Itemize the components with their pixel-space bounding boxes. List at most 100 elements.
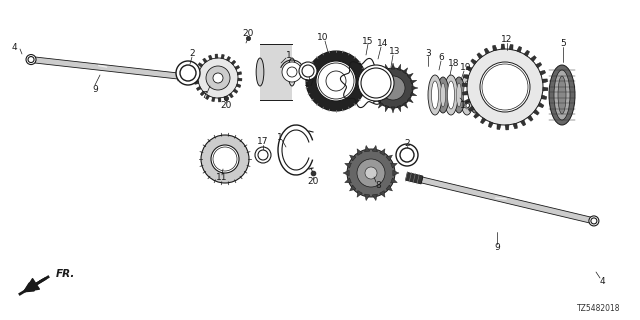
Circle shape — [316, 61, 356, 101]
Polygon shape — [505, 125, 509, 130]
Circle shape — [198, 58, 238, 98]
Polygon shape — [378, 68, 383, 74]
Polygon shape — [385, 64, 389, 71]
Ellipse shape — [479, 81, 486, 109]
Text: 17: 17 — [304, 78, 316, 87]
Polygon shape — [349, 185, 356, 191]
Polygon shape — [462, 83, 467, 87]
Text: 11: 11 — [216, 173, 228, 182]
Polygon shape — [484, 48, 490, 54]
Polygon shape — [238, 78, 242, 81]
Polygon shape — [369, 92, 376, 96]
Circle shape — [318, 63, 354, 99]
Circle shape — [373, 68, 413, 108]
Circle shape — [361, 68, 391, 98]
Text: 4: 4 — [11, 43, 17, 52]
Circle shape — [302, 65, 314, 77]
Text: 1: 1 — [277, 133, 283, 142]
Circle shape — [206, 66, 230, 90]
Polygon shape — [223, 96, 228, 101]
Polygon shape — [372, 145, 378, 152]
Ellipse shape — [440, 83, 445, 107]
Text: 15: 15 — [362, 36, 374, 45]
Text: 14: 14 — [378, 39, 388, 49]
Polygon shape — [380, 149, 385, 156]
Polygon shape — [536, 62, 542, 68]
Polygon shape — [237, 72, 242, 75]
Circle shape — [589, 216, 599, 226]
Polygon shape — [524, 50, 529, 56]
Polygon shape — [215, 54, 218, 58]
Text: 2: 2 — [189, 50, 195, 59]
Circle shape — [26, 54, 36, 65]
Polygon shape — [195, 81, 199, 84]
Polygon shape — [501, 44, 505, 49]
Polygon shape — [538, 102, 544, 108]
Polygon shape — [365, 194, 370, 201]
Polygon shape — [466, 66, 472, 72]
Polygon shape — [195, 68, 200, 72]
Ellipse shape — [256, 58, 264, 86]
Polygon shape — [372, 194, 378, 201]
Circle shape — [396, 144, 418, 166]
Text: 7: 7 — [201, 91, 207, 100]
Text: 2: 2 — [404, 139, 410, 148]
Text: 16: 16 — [460, 100, 472, 109]
Polygon shape — [533, 109, 540, 115]
Ellipse shape — [463, 81, 470, 109]
Ellipse shape — [453, 77, 465, 113]
Polygon shape — [407, 73, 413, 78]
Polygon shape — [365, 145, 370, 152]
Ellipse shape — [488, 83, 493, 107]
Ellipse shape — [558, 76, 566, 114]
Circle shape — [201, 135, 249, 183]
Circle shape — [282, 62, 302, 82]
Polygon shape — [198, 63, 203, 67]
Polygon shape — [393, 170, 399, 176]
Polygon shape — [542, 79, 548, 83]
Ellipse shape — [472, 83, 477, 107]
Polygon shape — [397, 105, 401, 112]
Text: 6: 6 — [438, 53, 444, 62]
Circle shape — [347, 149, 395, 197]
Circle shape — [210, 70, 226, 86]
Text: 8: 8 — [375, 180, 381, 189]
Polygon shape — [385, 105, 389, 112]
Circle shape — [326, 71, 346, 91]
Ellipse shape — [485, 77, 497, 113]
Polygon shape — [474, 112, 479, 118]
Text: 10: 10 — [317, 34, 329, 43]
Circle shape — [299, 62, 317, 80]
Circle shape — [400, 148, 414, 162]
Polygon shape — [345, 163, 351, 168]
Polygon shape — [200, 91, 205, 96]
Circle shape — [28, 57, 34, 62]
Polygon shape — [194, 75, 198, 78]
Polygon shape — [412, 86, 418, 90]
Polygon shape — [468, 106, 474, 112]
Polygon shape — [349, 155, 356, 161]
Polygon shape — [410, 80, 417, 84]
Text: 5: 5 — [560, 39, 566, 49]
Ellipse shape — [431, 81, 438, 109]
Circle shape — [287, 67, 297, 77]
Polygon shape — [406, 172, 423, 184]
Polygon shape — [236, 84, 241, 88]
Ellipse shape — [476, 75, 490, 115]
Circle shape — [591, 218, 597, 224]
Polygon shape — [209, 55, 212, 60]
Ellipse shape — [469, 77, 481, 113]
Polygon shape — [390, 178, 397, 183]
Polygon shape — [196, 86, 201, 91]
Polygon shape — [541, 95, 547, 100]
Circle shape — [211, 145, 239, 173]
Ellipse shape — [456, 83, 461, 107]
Polygon shape — [463, 75, 469, 79]
Polygon shape — [227, 56, 230, 61]
Circle shape — [213, 147, 237, 171]
Polygon shape — [203, 58, 207, 63]
Polygon shape — [357, 191, 362, 197]
Polygon shape — [368, 86, 374, 90]
Polygon shape — [407, 98, 413, 103]
Ellipse shape — [549, 65, 575, 125]
